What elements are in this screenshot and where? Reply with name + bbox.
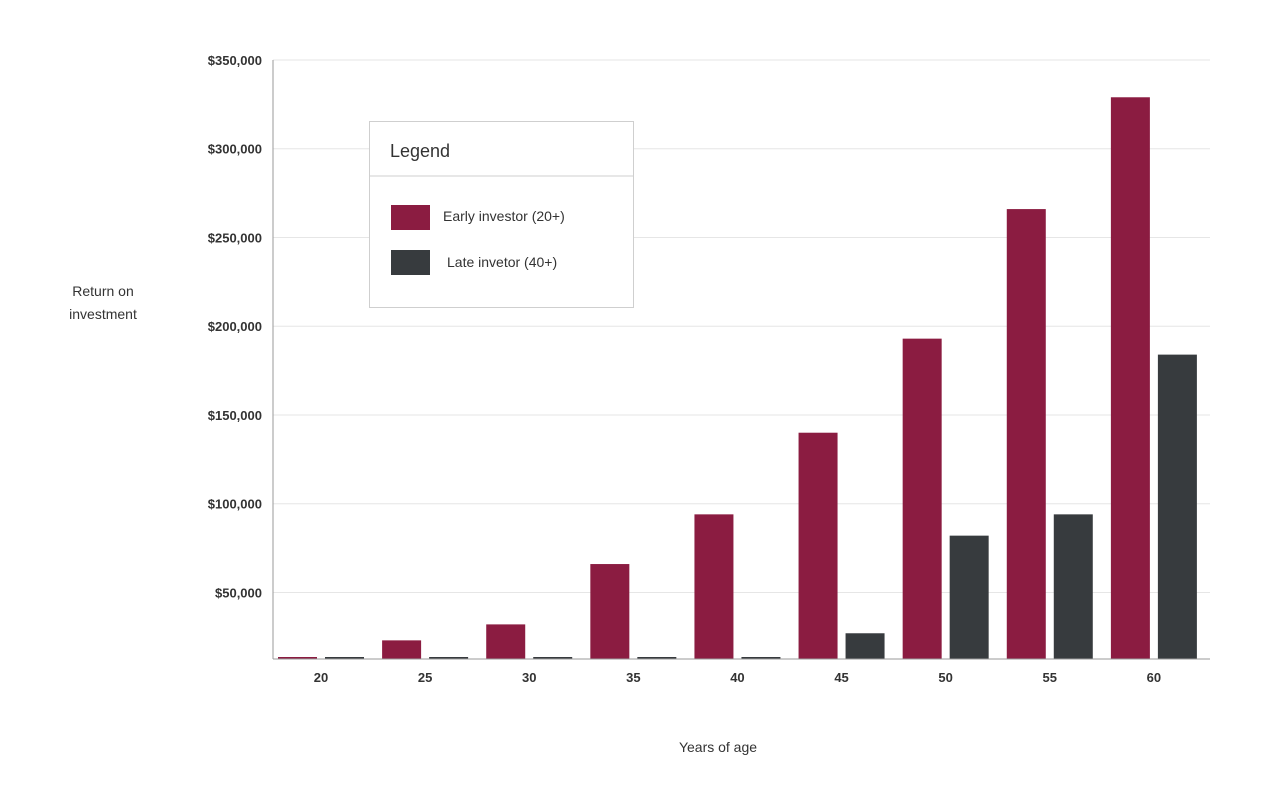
x-tick-labels: 20 25 30 35 40 45 50 55 60 — [314, 670, 1161, 685]
bar-early-50 — [902, 338, 942, 659]
bar-early-60 — [1110, 97, 1150, 659]
y-tick-label: $300,000 — [208, 142, 262, 157]
y-tick-label: $150,000 — [208, 408, 262, 423]
bar-late-25 — [429, 657, 469, 659]
y-tick-labels: $50,000 $100,000 $150,000 $200,000 $250,000 $… — [208, 53, 262, 600]
x-tick-label: 60 — [1147, 670, 1161, 685]
bars — [278, 97, 1197, 659]
bar-late-55 — [1053, 514, 1093, 659]
bar-late-20 — [325, 657, 364, 659]
bar-late-60 — [1157, 354, 1197, 659]
y-tick-label: $250,000 — [208, 230, 262, 245]
bar-late-35 — [637, 657, 677, 659]
bar-late-30 — [533, 657, 573, 659]
y-tick-label: $100,000 — [208, 497, 262, 512]
bar-late-50 — [949, 535, 989, 659]
x-tick-label: 40 — [730, 670, 744, 685]
x-tick-label: 35 — [626, 670, 640, 685]
bar-early-40 — [694, 514, 734, 659]
y-axis-title-line-2: investment — [69, 306, 137, 322]
bar-early-25 — [382, 640, 422, 659]
x-tick-label: 50 — [938, 670, 952, 685]
x-tick-label: 45 — [834, 670, 848, 685]
y-tick-label: $350,000 — [208, 53, 262, 68]
x-tick-label: 55 — [1043, 670, 1057, 685]
bar-early-30 — [486, 624, 526, 659]
x-tick-label: 20 — [314, 670, 328, 685]
axes — [272, 60, 1210, 660]
legend-label-late-investor: Late invetor (40+) — [447, 254, 557, 270]
bar-late-40 — [741, 657, 781, 659]
legend-label-early-investor: Early investor (20+) — [443, 208, 565, 224]
bar-early-35 — [590, 564, 630, 659]
legend-swatch-early-investor — [391, 205, 430, 230]
x-tick-label: 25 — [418, 670, 432, 685]
y-tick-label: $200,000 — [208, 319, 262, 334]
y-axis-title-line-1: Return on — [72, 283, 133, 299]
legend-swatch-late-investor — [391, 250, 430, 275]
y-tick-label: $50,000 — [215, 585, 262, 600]
legend: Legend Early investor (20+) Late invetor… — [369, 121, 634, 308]
bar-late-45 — [845, 633, 885, 659]
bar-early-45 — [798, 432, 838, 659]
bar-early-55 — [1006, 209, 1046, 659]
bar-early-20 — [278, 657, 317, 659]
legend-title: Legend — [390, 141, 450, 161]
x-axis-title: Years of age — [679, 739, 757, 755]
x-tick-label: 30 — [522, 670, 536, 685]
